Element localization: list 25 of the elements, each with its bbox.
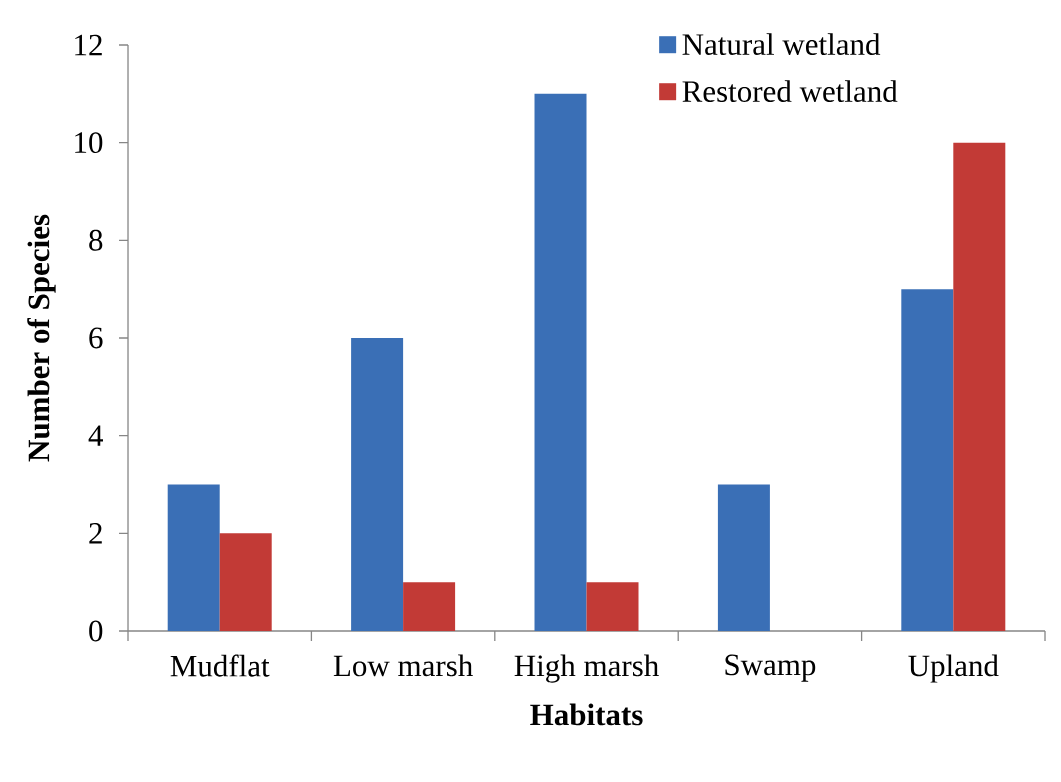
x-tick-label: Low marsh: [333, 654, 473, 677]
x-tick-label: High marsh: [514, 654, 659, 683]
bar: [717, 484, 770, 631]
bar: [534, 93, 587, 631]
bar: [351, 337, 404, 631]
x-axis-title: Habitats: [530, 703, 643, 726]
y-tick-label: 0: [89, 620, 103, 642]
x-tick-label: Swamp: [725, 654, 816, 682]
legend-label: Restored wetland: [682, 80, 898, 103]
y-tick-label: 2: [89, 523, 102, 544]
bar: [953, 142, 1006, 631]
bar: [167, 484, 220, 631]
bar: [901, 289, 954, 631]
y-tick-label: 8: [89, 229, 103, 251]
bar: [403, 582, 456, 631]
legend-label: Natural wetland: [682, 33, 881, 56]
y-tick-label: 6: [89, 327, 103, 349]
x-tick-label: Upland: [908, 654, 999, 683]
bar: [586, 582, 639, 631]
y-tick-label: 10: [75, 132, 103, 154]
y-tick-label: 12: [75, 34, 102, 56]
x-tick-label: Mudflat: [170, 654, 270, 677]
y-axis-title: Number of Species: [27, 214, 56, 462]
bar: [219, 533, 272, 631]
y-tick-label: 4: [88, 425, 103, 446]
